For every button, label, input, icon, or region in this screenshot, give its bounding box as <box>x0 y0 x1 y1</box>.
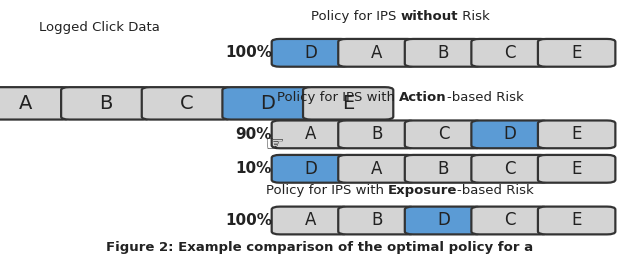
FancyBboxPatch shape <box>339 207 416 234</box>
Text: without: without <box>400 10 458 23</box>
Text: ☞: ☞ <box>264 135 284 156</box>
Text: Risk: Risk <box>458 10 490 23</box>
Text: D: D <box>437 211 450 229</box>
Text: C: C <box>180 94 194 113</box>
Text: A: A <box>19 94 32 113</box>
Text: B: B <box>100 94 113 113</box>
Text: E: E <box>572 211 582 229</box>
Text: E: E <box>572 125 582 143</box>
Text: 10%: 10% <box>236 161 272 176</box>
Text: Policy for IPS: Policy for IPS <box>310 10 400 23</box>
FancyBboxPatch shape <box>404 155 483 183</box>
FancyBboxPatch shape <box>272 155 349 183</box>
FancyBboxPatch shape <box>471 121 548 148</box>
Text: D: D <box>304 44 317 62</box>
FancyBboxPatch shape <box>61 87 152 120</box>
FancyBboxPatch shape <box>339 121 416 148</box>
Text: A: A <box>305 211 316 229</box>
Text: E: E <box>572 44 582 62</box>
Text: B: B <box>438 160 449 178</box>
FancyBboxPatch shape <box>404 121 483 148</box>
FancyBboxPatch shape <box>471 207 548 234</box>
Text: Policy for IPS with: Policy for IPS with <box>266 184 388 197</box>
Text: Action: Action <box>399 91 447 104</box>
Text: E: E <box>342 94 355 113</box>
Text: Logged Click Data: Logged Click Data <box>39 21 159 34</box>
FancyBboxPatch shape <box>538 155 616 183</box>
Text: D: D <box>260 94 275 113</box>
FancyBboxPatch shape <box>404 39 483 67</box>
Text: 100%: 100% <box>225 45 272 60</box>
Text: C: C <box>504 44 516 62</box>
FancyBboxPatch shape <box>471 39 548 67</box>
FancyBboxPatch shape <box>223 87 312 120</box>
Text: 100%: 100% <box>225 213 272 228</box>
Text: E: E <box>572 160 582 178</box>
FancyBboxPatch shape <box>272 121 349 148</box>
Text: D: D <box>304 160 317 178</box>
Text: A: A <box>305 125 316 143</box>
Text: A: A <box>371 160 383 178</box>
FancyBboxPatch shape <box>538 121 616 148</box>
Text: B: B <box>438 44 449 62</box>
FancyBboxPatch shape <box>272 39 349 67</box>
FancyBboxPatch shape <box>471 155 548 183</box>
Text: -based Risk: -based Risk <box>458 184 534 197</box>
Text: B: B <box>371 211 383 229</box>
Text: C: C <box>438 125 449 143</box>
Text: D: D <box>504 125 516 143</box>
FancyBboxPatch shape <box>272 207 349 234</box>
FancyBboxPatch shape <box>339 39 416 67</box>
Text: C: C <box>504 211 516 229</box>
Text: -based Risk: -based Risk <box>447 91 524 104</box>
Text: Figure 2: Example comparison of the optimal policy for a: Figure 2: Example comparison of the opti… <box>106 241 534 254</box>
Text: A: A <box>371 44 383 62</box>
Text: Exposure: Exposure <box>388 184 458 197</box>
FancyBboxPatch shape <box>303 87 393 120</box>
FancyBboxPatch shape <box>339 155 416 183</box>
FancyBboxPatch shape <box>0 87 71 120</box>
FancyBboxPatch shape <box>538 39 616 67</box>
FancyBboxPatch shape <box>142 87 232 120</box>
FancyBboxPatch shape <box>538 207 616 234</box>
FancyBboxPatch shape <box>404 207 483 234</box>
Text: 90%: 90% <box>236 127 272 142</box>
Text: C: C <box>504 160 516 178</box>
Text: B: B <box>371 125 383 143</box>
Text: Policy for IPS with: Policy for IPS with <box>276 91 399 104</box>
